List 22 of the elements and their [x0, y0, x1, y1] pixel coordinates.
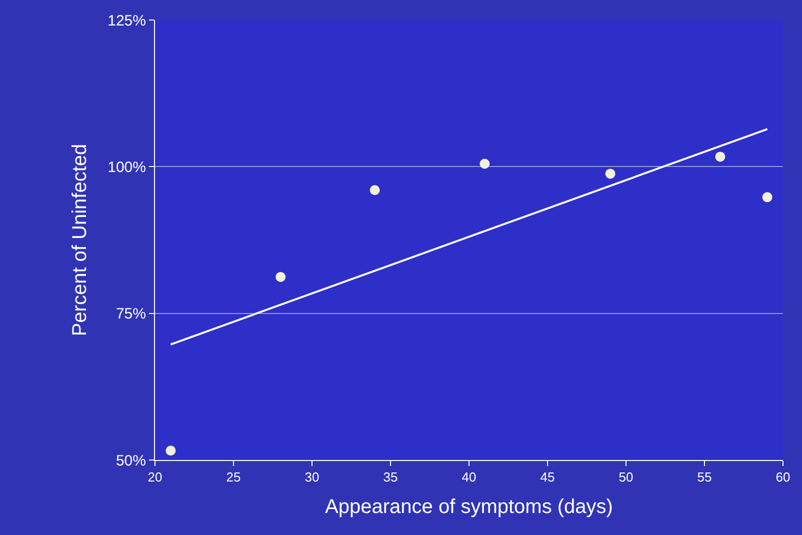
y-tick-label: 100% — [108, 158, 146, 176]
x-tick-label: 60 — [776, 470, 790, 485]
y-tick-label: 125% — [108, 12, 146, 30]
x-tick-label: 35 — [383, 470, 398, 485]
point — [166, 446, 176, 456]
x-tick-label: 40 — [462, 470, 476, 485]
x-axis-title: Appearance of symptoms (days) — [325, 496, 613, 518]
point — [762, 192, 772, 202]
x-tick-label: 55 — [697, 470, 712, 485]
x-tick-label: 45 — [540, 470, 555, 485]
x-tick-label: 20 — [148, 470, 162, 485]
y-axis-title: Percent of Uninfected — [69, 144, 92, 336]
point — [605, 168, 616, 179]
y-tick-label: 50% — [116, 452, 146, 470]
y-tick-label: 75% — [116, 306, 146, 323]
point — [370, 185, 380, 196]
point — [276, 272, 286, 282]
x-tick-label: 25 — [226, 470, 241, 485]
point — [715, 152, 726, 162]
x-tick-label: 50 — [618, 470, 634, 485]
point — [480, 158, 490, 169]
x-tick-label: 30 — [304, 470, 320, 485]
